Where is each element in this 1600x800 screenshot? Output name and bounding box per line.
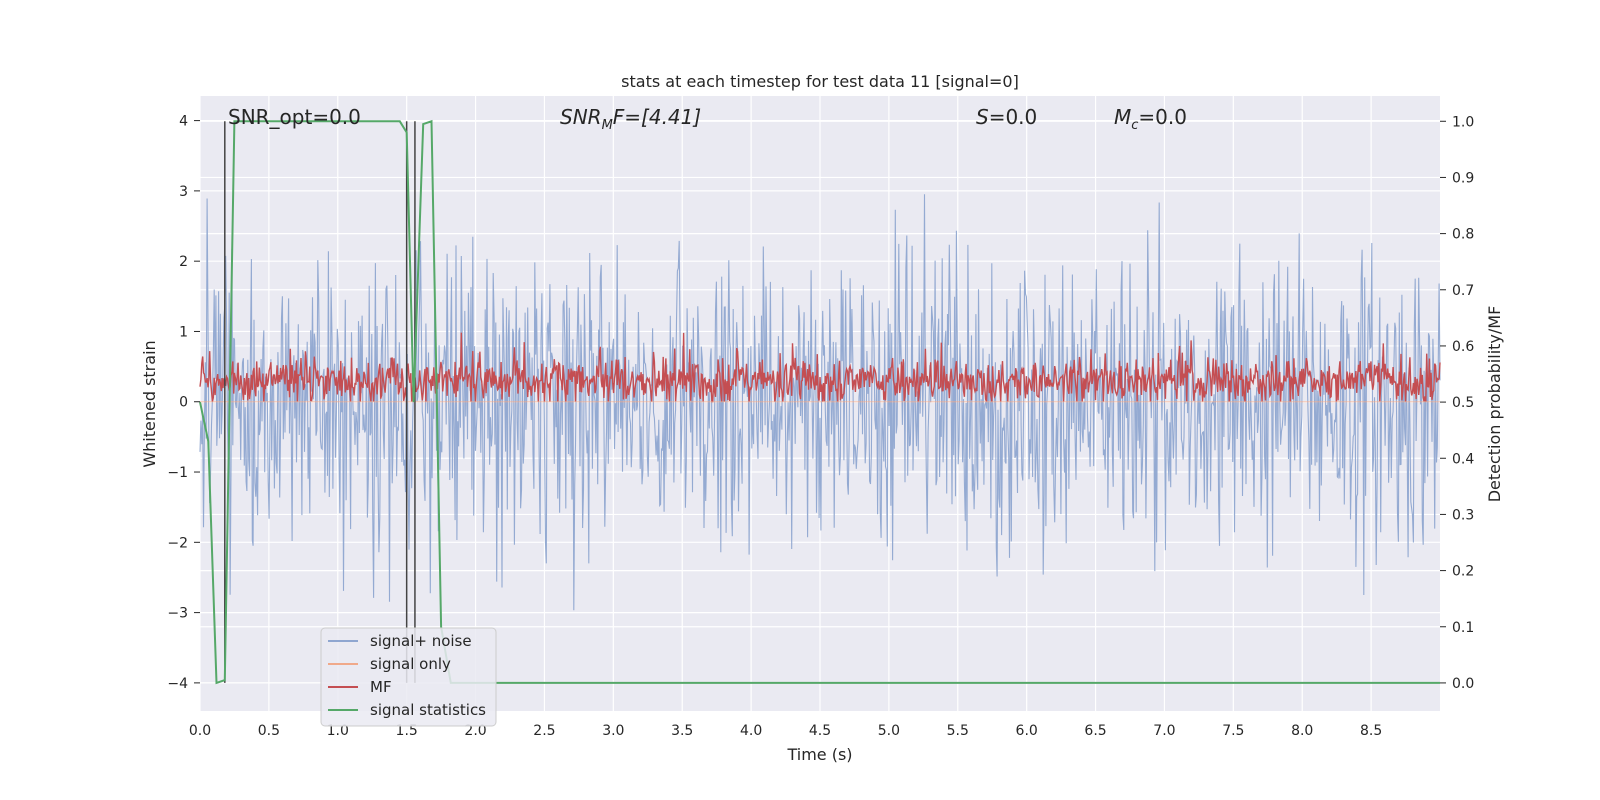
- x-tick-label: 7.5: [1222, 723, 1244, 739]
- y-tick-label: 1: [179, 324, 188, 340]
- legend-label-stats: signal statistics: [370, 701, 486, 719]
- x-axis-title: Time (s): [786, 745, 852, 764]
- x-tick-label: 2.5: [533, 723, 555, 739]
- y-tick-label: 3: [179, 184, 188, 200]
- annotation-snr-mf: SNRMF=[4.41]: [560, 105, 701, 133]
- annotation-mc-sub: c: [1131, 118, 1138, 133]
- annotation-s-main: S: [976, 105, 989, 129]
- y-tick-label: −1: [167, 465, 188, 481]
- x-tick-label: 3.5: [671, 723, 693, 739]
- signal-statistics-line: [199, 119, 1440, 685]
- x-tick-label: 8.0: [1291, 723, 1313, 739]
- y-axis-ticks: 4 3 2 1 0 −1 −2 −3 −4: [167, 114, 200, 692]
- x-tick-label: 6.0: [1016, 723, 1038, 739]
- annotation-s: S=0.0: [976, 105, 1037, 129]
- vertical-lines: [224, 121, 416, 683]
- y2-tick-label: 1.0: [1452, 114, 1474, 130]
- y2-axis-ticks: 1.0 0.9 0.8 0.7 0.6 0.5 0.4 0.3 0.2 0.1 0.0: [1440, 114, 1474, 692]
- legend-label-noise: signal+ noise: [370, 632, 472, 650]
- y2-tick-label: 0.1: [1452, 620, 1474, 636]
- x-tick-label: 0.5: [258, 723, 280, 739]
- legend: signal+ noise signal only MF signal stat…: [320, 627, 497, 727]
- y2-tick-label: 0.5: [1452, 395, 1474, 411]
- x-tick-label: 3.0: [602, 723, 624, 739]
- x-tick-label: 6.5: [1084, 723, 1106, 739]
- x-tick-label: 5.0: [878, 723, 900, 739]
- y-tick-label: −3: [167, 606, 188, 622]
- x-tick-label: 5.5: [947, 723, 969, 739]
- y2-tick-label: 0.0: [1452, 676, 1474, 692]
- y-tick-label: 4: [179, 114, 188, 130]
- chart-title: stats at each timestep for test data 11 …: [621, 72, 1019, 91]
- grid: [199, 96, 1440, 711]
- y-tick-label: −2: [167, 535, 188, 551]
- y-tick-label: −4: [167, 676, 188, 692]
- x-tick-label: 7.0: [1153, 723, 1175, 739]
- x-axis-ticks: 0.0 0.5 1.0 1.5 2.0 2.5 3.0 3.5 4.0 4.5 5.0 5.5 6.0 6…: [189, 723, 1382, 739]
- y2-tick-label: 0.8: [1452, 227, 1474, 243]
- x-tick-label: 1.0: [327, 723, 349, 739]
- legend-label-mf: MF: [370, 678, 392, 696]
- annotation-snr-mf-rest: F=[4.41]: [613, 105, 701, 129]
- signal-statistics-series: [199, 119, 1440, 685]
- y2-tick-label: 0.3: [1452, 507, 1474, 523]
- annotation-snr-mf-main: SNR: [560, 105, 602, 129]
- y2-tick-label: 0.4: [1452, 451, 1474, 467]
- y-tick-label: 0: [179, 395, 188, 411]
- annotation-s-rest: =0.0: [989, 105, 1038, 129]
- x-tick-label: 2.0: [464, 723, 486, 739]
- legend-label-signal-only: signal only: [370, 655, 451, 673]
- legend-box: [320, 627, 497, 727]
- x-tick-label: 0.0: [189, 723, 211, 739]
- y-tick-label: 2: [179, 254, 188, 270]
- x-tick-label: 4.5: [809, 723, 831, 739]
- y2-tick-label: 0.9: [1452, 170, 1474, 186]
- y2-axis-title: Detection probability/MF: [1485, 306, 1504, 503]
- y2-tick-label: 0.2: [1452, 564, 1474, 580]
- annotation-snr-opt: SNR_opt=0.0: [228, 105, 361, 129]
- y2-tick-label: 0.6: [1452, 339, 1474, 355]
- annotation-mc: Mc=0.0: [1114, 105, 1187, 133]
- y2-tick-label: 0.7: [1452, 283, 1474, 299]
- annotation-mc-main: M: [1114, 105, 1131, 129]
- annotation-mc-rest: =0.0: [1138, 105, 1187, 129]
- annotation-snr-mf-sub: M: [602, 118, 613, 133]
- x-tick-label: 4.0: [740, 723, 762, 739]
- x-tick-label: 1.5: [396, 723, 418, 739]
- y-axis-title: Whitened strain: [140, 340, 159, 467]
- x-tick-label: 8.5: [1360, 723, 1382, 739]
